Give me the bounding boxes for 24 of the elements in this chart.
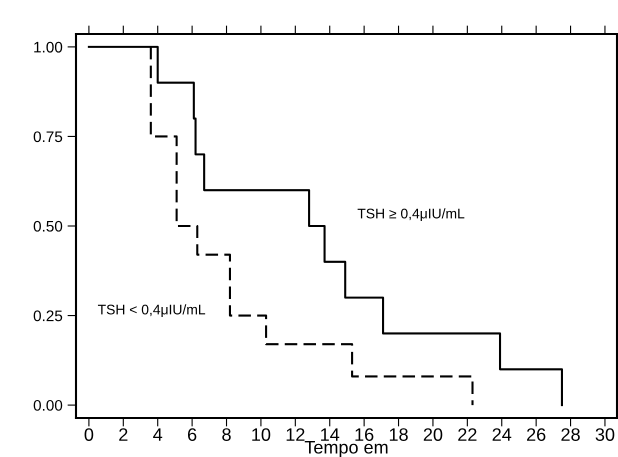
x-tick-label: 18 xyxy=(390,428,408,441)
x-tick-label: 14 xyxy=(321,428,340,441)
x-tick-label: 6 xyxy=(188,428,196,441)
x-axis-title: Tempo em xyxy=(304,441,388,457)
x-tick-label: 2 xyxy=(119,428,128,441)
y-tick-label: 0.75 xyxy=(34,131,62,142)
y-tick-label: 1.00 xyxy=(34,42,62,53)
y-tick-label: 0.50 xyxy=(34,220,62,232)
x-tick-label: 28 xyxy=(561,428,580,441)
y-tick-label: 0.00 xyxy=(34,400,62,411)
x-tick-label: 8 xyxy=(222,428,231,441)
x-tick-label: 4 xyxy=(153,428,162,441)
x-tick-label: 24 xyxy=(492,428,512,441)
x-tick-label: 10 xyxy=(252,428,270,441)
y-tick-label: 0.25 xyxy=(34,310,62,322)
x-tick-label: 12 xyxy=(286,428,304,441)
text: TSH ≥ 0,4μIU/mL xyxy=(358,208,464,221)
x-tick-label: 20 xyxy=(424,428,442,441)
x-tick-label: 22 xyxy=(458,428,476,441)
x-tick-label: 26 xyxy=(527,428,546,441)
x-tick-label: 0 xyxy=(84,428,94,441)
series-label: TSH < 0,4μIU/mL xyxy=(98,304,206,317)
x-tick-label: 16 xyxy=(355,428,374,441)
x-tick-label: 30 xyxy=(596,428,614,441)
